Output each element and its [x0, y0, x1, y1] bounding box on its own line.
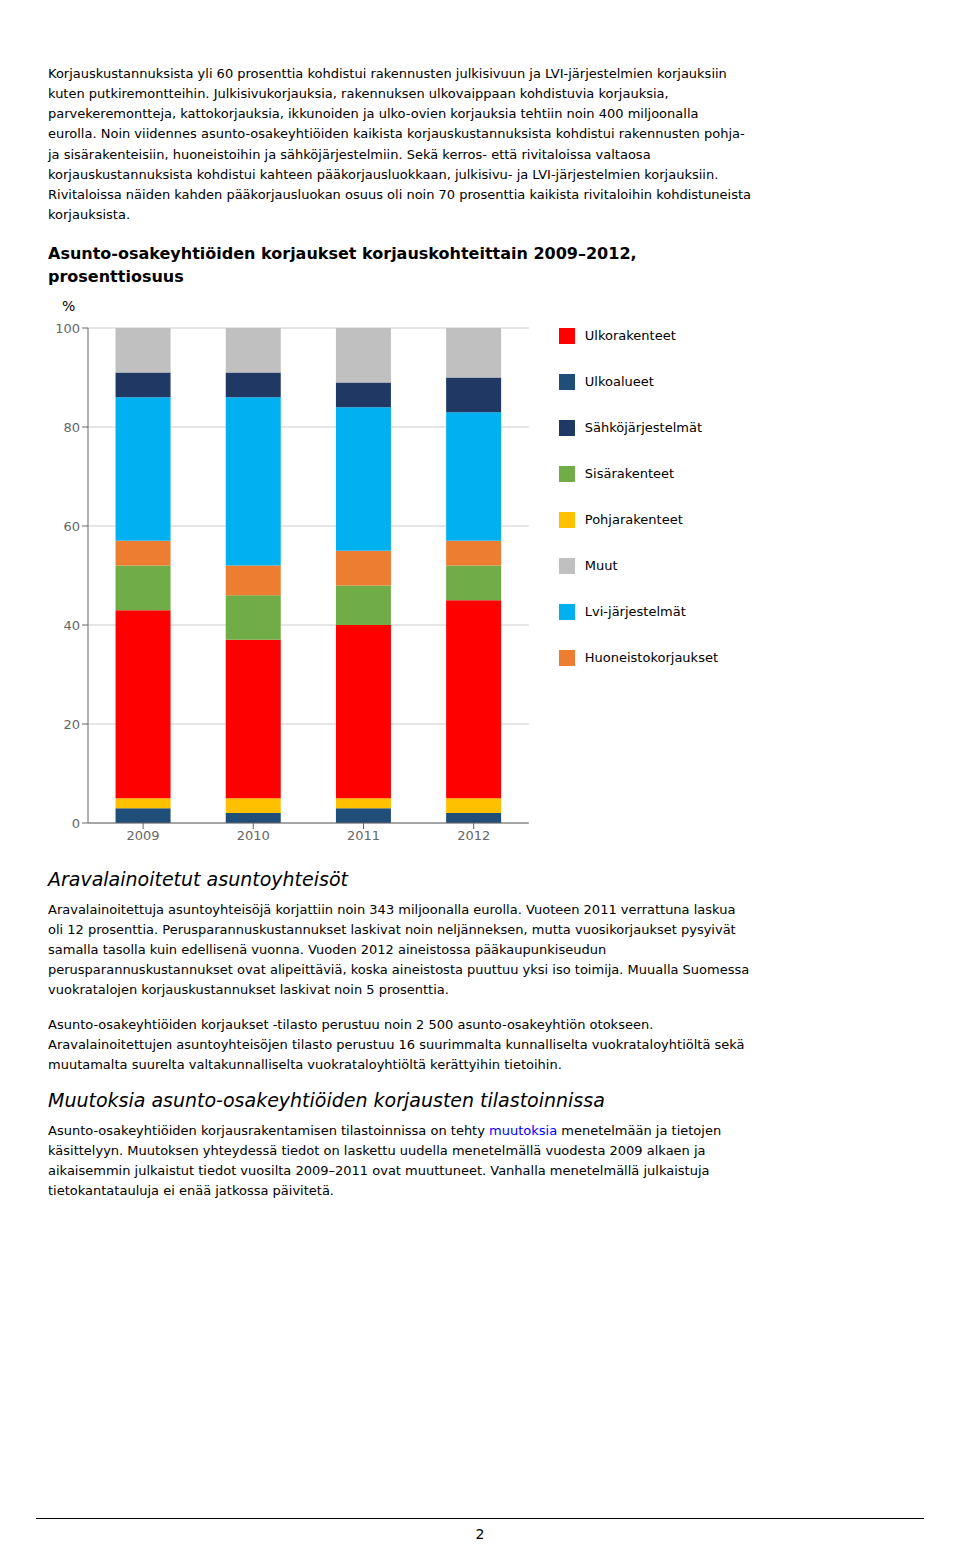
html-text:Pohjarakenteet: Pohjarakenteet: [584, 512, 683, 528]
html-text:Korjauskustannuksista yli 60 p: Korjauskustannuksista yli 60 prosenttia …: [48, 66, 752, 222]
html-text:Asunto-osakeyhtiöiden korjauks: Asunto-osakeyhtiöiden korjaukset -tilast…: [48, 1016, 745, 1072]
svg-text:2009: 2009: [127, 828, 160, 843]
html-text:Muutoksia asunto-osakeyhtiöide: Muutoksia asunto-osakeyhtiöiden korjaust…: [48, 1089, 605, 1111]
html-text:Aravalainoitetut asuntoyhteisö: Aravalainoitetut asuntoyhteisöt: [48, 867, 348, 890]
html-text:Lvi-järjestelmät: Lvi-järjestelmät: [584, 604, 686, 620]
html-text:Asunto-osakeyhtiöiden korjauks: Asunto-osakeyhtiöiden korjaukset korjaus…: [48, 244, 637, 286]
svg-text:80: 80: [63, 420, 80, 435]
html-text:Sähköjärjestelmät: Sähköjärjestelmät: [584, 420, 702, 436]
svg-text:0: 0: [72, 816, 80, 831]
html-text:Muut: Muut: [584, 558, 618, 574]
svg-text:2012: 2012: [457, 828, 490, 843]
svg-text:20: 20: [63, 717, 80, 732]
html-text:Aravalainoitettuja asuntoyhtei: Aravalainoitettuja asuntoyhteisöjä korja…: [48, 901, 750, 998]
html-text:Ulkorakenteet: Ulkorakenteet: [584, 328, 676, 344]
svg-text:60: 60: [63, 519, 80, 534]
html-text:Asunto-osakeyhtiöiden korjausr: Asunto-osakeyhtiöiden korjausrakentamise…: [48, 1123, 722, 1199]
html-text:Sisärakenteet: Sisärakenteet: [584, 466, 675, 482]
html-text:2: 2: [475, 1526, 485, 1542]
html-text:Ulkoalueet: Ulkoalueet: [584, 374, 654, 390]
html-text:Huoneistokorjaukset: Huoneistokorjaukset: [584, 650, 718, 666]
svg-text:2010: 2010: [237, 828, 270, 843]
svg-text:40: 40: [63, 618, 80, 633]
svg-text:100: 100: [55, 321, 80, 336]
svg-text:2011: 2011: [347, 828, 380, 843]
